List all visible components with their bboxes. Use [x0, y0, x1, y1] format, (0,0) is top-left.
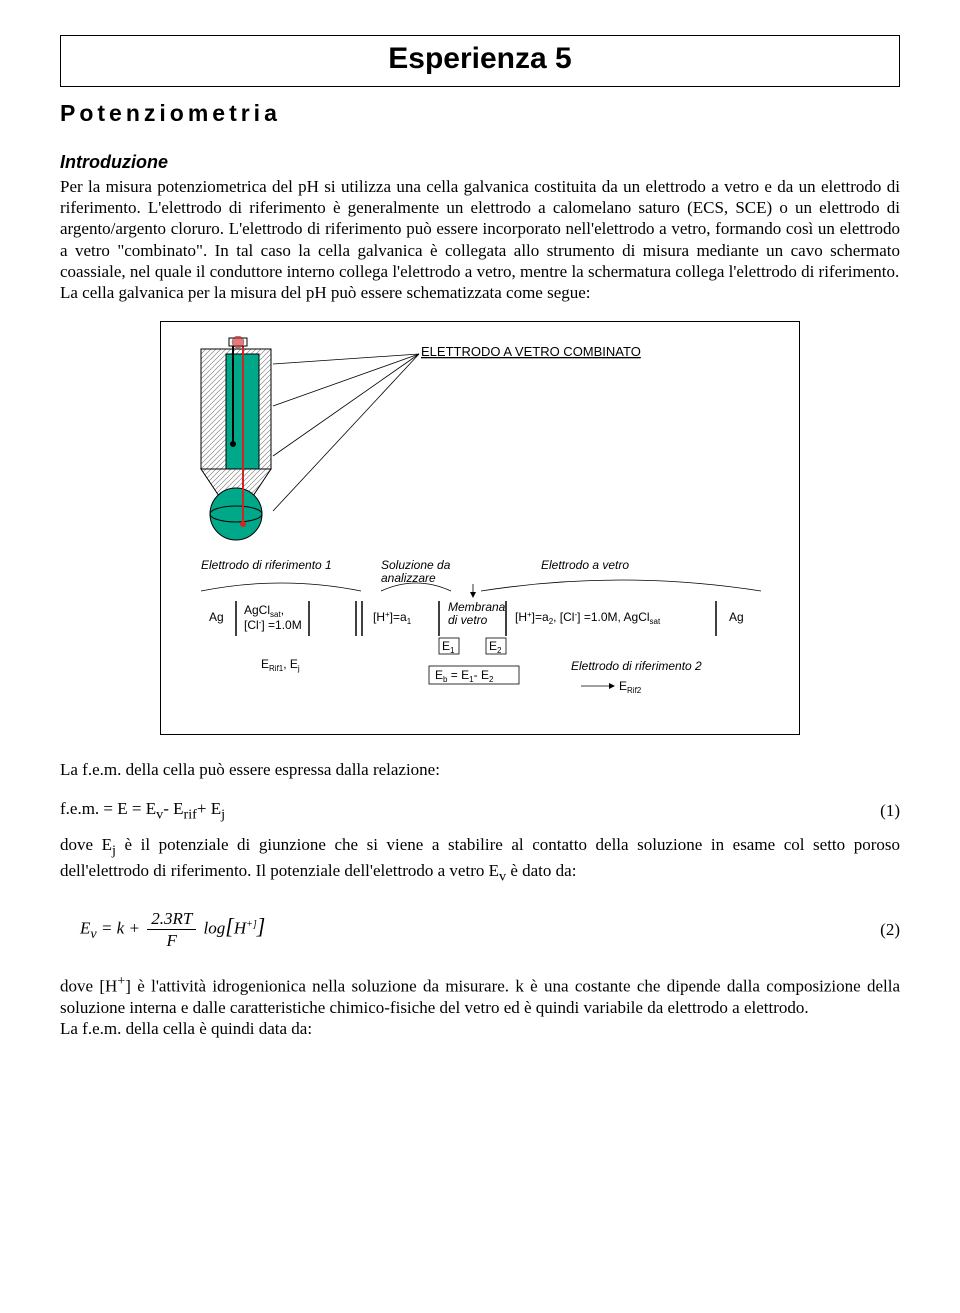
last-line: La f.e.m. della cella è quindi data da: [60, 1018, 900, 1039]
label-eb: Eb = E1- E2 [435, 668, 494, 684]
eq1-lhs: f.e.m. = E = Ev- Erif+ Ej [60, 798, 225, 824]
diagram-title: ELETTRODO A VETRO COMBINATO [421, 344, 641, 359]
leader-lines [273, 354, 419, 511]
intro-paragraph-1: Per la misura potenziometrica del pH si … [60, 176, 900, 282]
label-ag-left: Ag [209, 610, 224, 624]
top-labels: Elettrodo di riferimento 1 Soluzione da … [201, 558, 629, 585]
label-hplus-a1: [H+]=a1 [373, 610, 412, 626]
page: Esperienza 5 Potenziometria Introduzione… [0, 0, 960, 1313]
fem-caption: La f.e.m. della cella può essere espress… [60, 759, 900, 780]
eq2-lhs: Ev = k + 2.3RT F log[H+]] [60, 908, 265, 952]
label-sol: Soluzione da analizzare [381, 558, 454, 585]
label-agcl-left: AgClsat, [Cl-] =1.0M [244, 603, 302, 632]
after-eq2: dove [H+] è l'attività idrogenionica nel… [60, 973, 900, 1018]
label-ref1: Elettrodo di riferimento 1 [201, 558, 332, 572]
electrode-diagram: ELETTRODO A VETRO COMBINATO [160, 321, 800, 735]
eq1-number: (1) [880, 800, 900, 821]
electrode-drawing [201, 336, 271, 540]
cell-row: Ag AgClsat, [Cl-] =1.0M [H+]=a1 Membrana… [209, 584, 744, 695]
title-box: Esperienza 5 [60, 35, 900, 87]
label-erif1: ERif1, Ej [261, 657, 300, 673]
electrode-diagram-svg: ELETTRODO A VETRO COMBINATO [181, 336, 779, 716]
label-e2: E2 [489, 639, 502, 655]
label-e1: E1 [442, 639, 455, 655]
eq2-number: (2) [880, 919, 900, 940]
label-ref2: Elettrodo di riferimento 2 [571, 659, 702, 673]
after-eq1: dove Ej è il potenziale di giunzione che… [60, 834, 900, 886]
label-erif2: ERif2 [619, 679, 642, 695]
braces [201, 580, 761, 591]
intro-heading: Introduzione [60, 151, 900, 174]
equation-2: Ev = k + 2.3RT F log[H+]] (2) [60, 908, 900, 952]
label-hplus-a2: [H+]=a2, [Cl-] =1.0M, AgClsat [515, 610, 661, 626]
intro-paragraph-2: La cella galvanica per la misura del pH … [60, 282, 900, 303]
equation-1: f.e.m. = E = Ev- Erif+ Ej (1) [60, 798, 900, 824]
subtitle: Potenziometria [60, 99, 900, 128]
label-membrana: Membrana di vetro [448, 600, 509, 627]
page-title: Esperienza 5 [388, 42, 571, 75]
label-ag-right: Ag [729, 610, 744, 624]
label-vetro: Elettrodo a vetro [541, 558, 629, 572]
